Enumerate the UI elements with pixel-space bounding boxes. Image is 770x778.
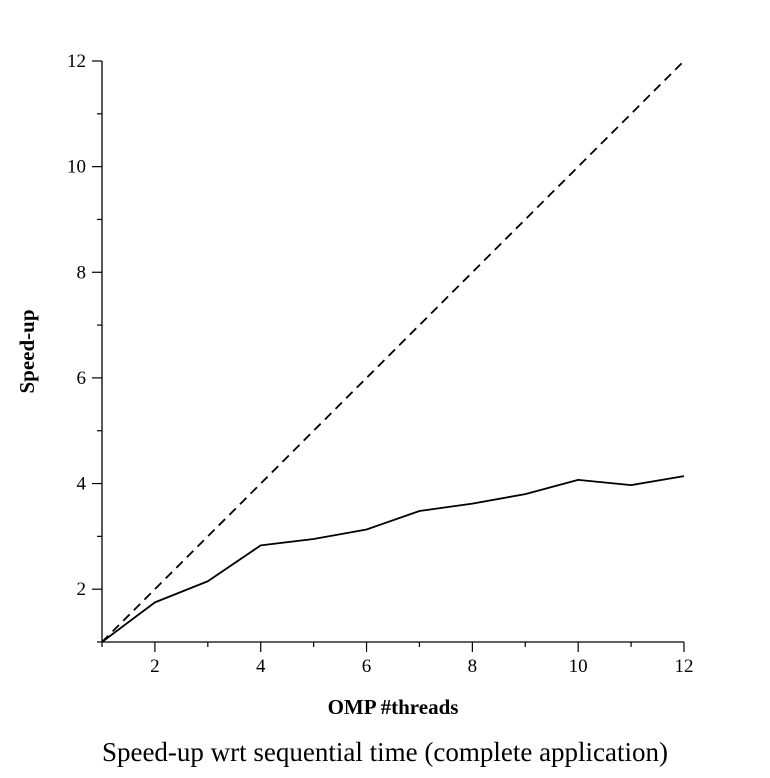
y-tick-label: 6: [77, 368, 87, 389]
y-tick-label: 4: [77, 474, 87, 495]
x-tick-label: 10: [569, 656, 588, 677]
measured-speedup-line: [101, 475, 685, 643]
chart-caption: Speed-up wrt sequential time (complete a…: [102, 737, 668, 767]
y-axis-title: Speed-up: [15, 309, 39, 393]
y-ticks: 2 4 6 8 10 12: [67, 51, 102, 643]
y-tick-label: 10: [67, 157, 86, 178]
y-tick-label: 2: [77, 579, 87, 600]
ideal-speedup-line: [101, 60, 685, 643]
y-tick-label: 8: [77, 262, 87, 283]
axes: [101, 61, 684, 643]
y-tick-label: 12: [67, 51, 86, 72]
series-layer: [101, 60, 685, 643]
x-tick-label: 6: [362, 656, 372, 677]
x-axis-title: OMP #threads: [328, 695, 459, 719]
x-tick-label: 8: [468, 656, 478, 677]
x-ticks: 2 4 6 8 10 12: [101, 642, 694, 677]
x-tick-label: 12: [675, 656, 694, 677]
x-tick-label: 4: [256, 656, 266, 677]
x-tick-label: 2: [150, 656, 160, 677]
